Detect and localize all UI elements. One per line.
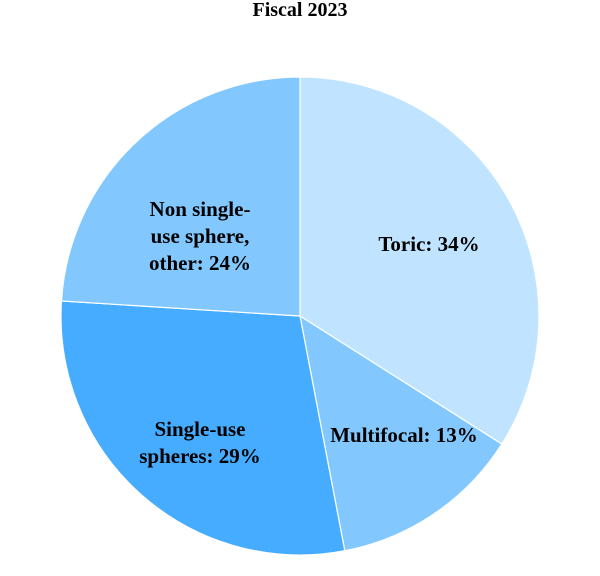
pie-labels: Toric: 34% Multifocal: 13% Single-use spher… xyxy=(139,197,479,468)
slice-label-line: other: 24% xyxy=(149,251,251,275)
slice-label-line: Single-use xyxy=(154,417,245,441)
chart-title: Fiscal 2023 xyxy=(253,0,348,21)
slice-label-line: spheres: 29% xyxy=(139,444,261,468)
slice-label-line: Multifocal: 13% xyxy=(330,423,478,447)
slice-label-non-single-use-sphere-other: Non single-use sphere, other: 24% xyxy=(149,197,251,275)
pie-slice-single-use-spheres xyxy=(60,300,346,556)
slice-label-toric: Toric: 34% xyxy=(378,232,479,256)
pie-slice-non-single-use-sphere-other xyxy=(60,76,301,317)
slice-label-line: Non single- xyxy=(150,197,251,221)
slice-label-multifocal: Multifocal: 13% xyxy=(330,423,478,447)
slice-label-single-use-spheres: Single-use spheres: 29% xyxy=(139,417,261,468)
pie-slices xyxy=(60,76,540,556)
slice-label-line: Toric: 34% xyxy=(378,232,479,256)
pie-slice-multifocal xyxy=(299,314,503,552)
pie-slice-toric xyxy=(299,76,540,445)
slice-label-line: use sphere, xyxy=(151,224,250,248)
